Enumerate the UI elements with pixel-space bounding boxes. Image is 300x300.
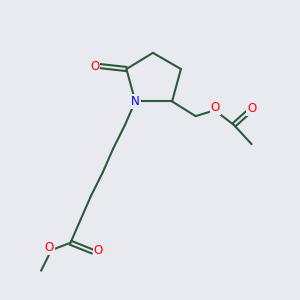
- Text: O: O: [211, 101, 220, 114]
- Text: N: N: [131, 95, 140, 108]
- Text: O: O: [90, 60, 99, 73]
- Text: O: O: [94, 244, 103, 256]
- Text: O: O: [247, 102, 256, 115]
- Text: O: O: [44, 241, 54, 254]
